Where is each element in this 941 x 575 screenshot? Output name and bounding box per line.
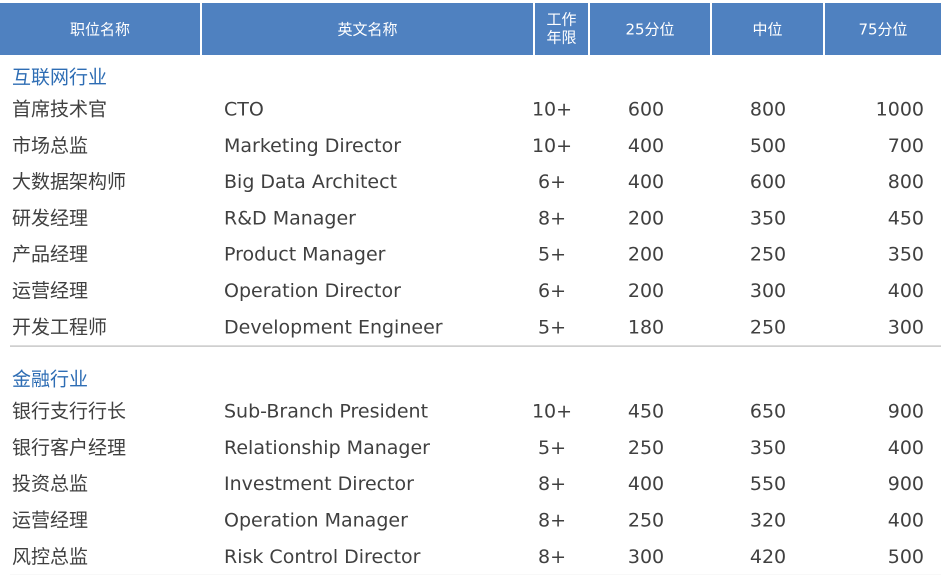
cell: 大数据架构师 <box>12 171 126 193</box>
cell: 250 <box>628 510 664 532</box>
cell: 6+ <box>538 280 566 302</box>
cell: 450 <box>628 401 664 423</box>
cell: 500 <box>750 135 786 157</box>
cell: Investment Director <box>224 473 414 495</box>
cell: R&D Manager <box>224 207 356 229</box>
cell: 运营经理 <box>12 510 88 532</box>
cell: Relationship Manager <box>224 437 430 459</box>
cell: Risk Control Director <box>224 546 421 568</box>
cell: 250 <box>628 437 664 459</box>
cell: 900 <box>888 473 924 495</box>
cell: 6+ <box>538 171 566 193</box>
cell: 250 <box>750 316 786 338</box>
cell: 900 <box>888 401 924 423</box>
cell: Operation Manager <box>224 510 408 532</box>
header-label: 年限 <box>546 29 576 47</box>
section-title: 互联网行业 <box>12 67 107 89</box>
cell: 风控总监 <box>12 546 88 568</box>
cell: 600 <box>628 99 664 121</box>
cell: 200 <box>628 207 664 229</box>
cell: 10+ <box>532 135 572 157</box>
cell: 5+ <box>538 316 566 338</box>
cell: Product Manager <box>224 244 386 266</box>
cell: 300 <box>750 280 786 302</box>
cell: CTO <box>224 99 264 121</box>
header-cell <box>825 3 941 55</box>
cell: 8+ <box>538 510 566 532</box>
header-label: 25分位 <box>625 21 674 39</box>
cell: 350 <box>750 437 786 459</box>
cell: 银行支行行长 <box>12 401 126 423</box>
cell: Operation Director <box>224 280 401 302</box>
header-label: 英文名称 <box>337 21 397 39</box>
cell: 320 <box>750 510 786 532</box>
cell: 200 <box>628 244 664 266</box>
header-cell <box>712 3 823 55</box>
cell: 650 <box>750 401 786 423</box>
header-label: 75分位 <box>858 21 907 39</box>
cell: 180 <box>628 316 664 338</box>
cell: 800 <box>888 171 924 193</box>
cell: 1000 <box>876 99 924 121</box>
cell: 400 <box>888 510 924 532</box>
header-label: 中位 <box>752 21 782 39</box>
cell: 500 <box>888 546 924 568</box>
cell: 400 <box>888 437 924 459</box>
header-label: 职位名称 <box>70 21 130 39</box>
cell: 550 <box>750 473 786 495</box>
cell: 市场总监 <box>12 135 88 157</box>
cell: 400 <box>628 171 664 193</box>
cell: 开发工程师 <box>12 316 107 338</box>
cell: Sub-Branch President <box>224 401 428 423</box>
cell: 银行客户经理 <box>12 437 126 459</box>
cell: 300 <box>628 546 664 568</box>
cell: 250 <box>750 244 786 266</box>
cell: Development Engineer <box>224 316 443 338</box>
header-cell <box>535 3 588 55</box>
cell: 5+ <box>538 437 566 459</box>
cell: 450 <box>888 207 924 229</box>
header-cell <box>0 3 200 55</box>
cell: Marketing Director <box>224 135 401 157</box>
header-cell <box>202 3 533 55</box>
cell: 350 <box>750 207 786 229</box>
cell: 5+ <box>538 244 566 266</box>
cell: 300 <box>888 316 924 338</box>
cell: 600 <box>750 171 786 193</box>
cell: 产品经理 <box>12 244 88 266</box>
cell: Big Data Architect <box>224 171 397 193</box>
cell: 420 <box>750 546 786 568</box>
cell: 10+ <box>532 99 572 121</box>
cell: 投资总监 <box>12 473 88 495</box>
section-title: 金融行业 <box>12 369 88 391</box>
cell: 400 <box>888 280 924 302</box>
cell: 700 <box>888 135 924 157</box>
header-cell <box>590 3 710 55</box>
cell: 首席技术官 <box>12 99 107 121</box>
cell: 8+ <box>538 473 566 495</box>
cell: 8+ <box>538 207 566 229</box>
cell: 10+ <box>532 401 572 423</box>
cell: 8+ <box>538 546 566 568</box>
cell: 200 <box>628 280 664 302</box>
cell: 800 <box>750 99 786 121</box>
cell: 350 <box>888 244 924 266</box>
header-label: 工作 <box>546 11 576 29</box>
cell: 400 <box>628 135 664 157</box>
cell: 400 <box>628 473 664 495</box>
cell: 研发经理 <box>12 207 88 229</box>
cell: 运营经理 <box>12 280 88 302</box>
